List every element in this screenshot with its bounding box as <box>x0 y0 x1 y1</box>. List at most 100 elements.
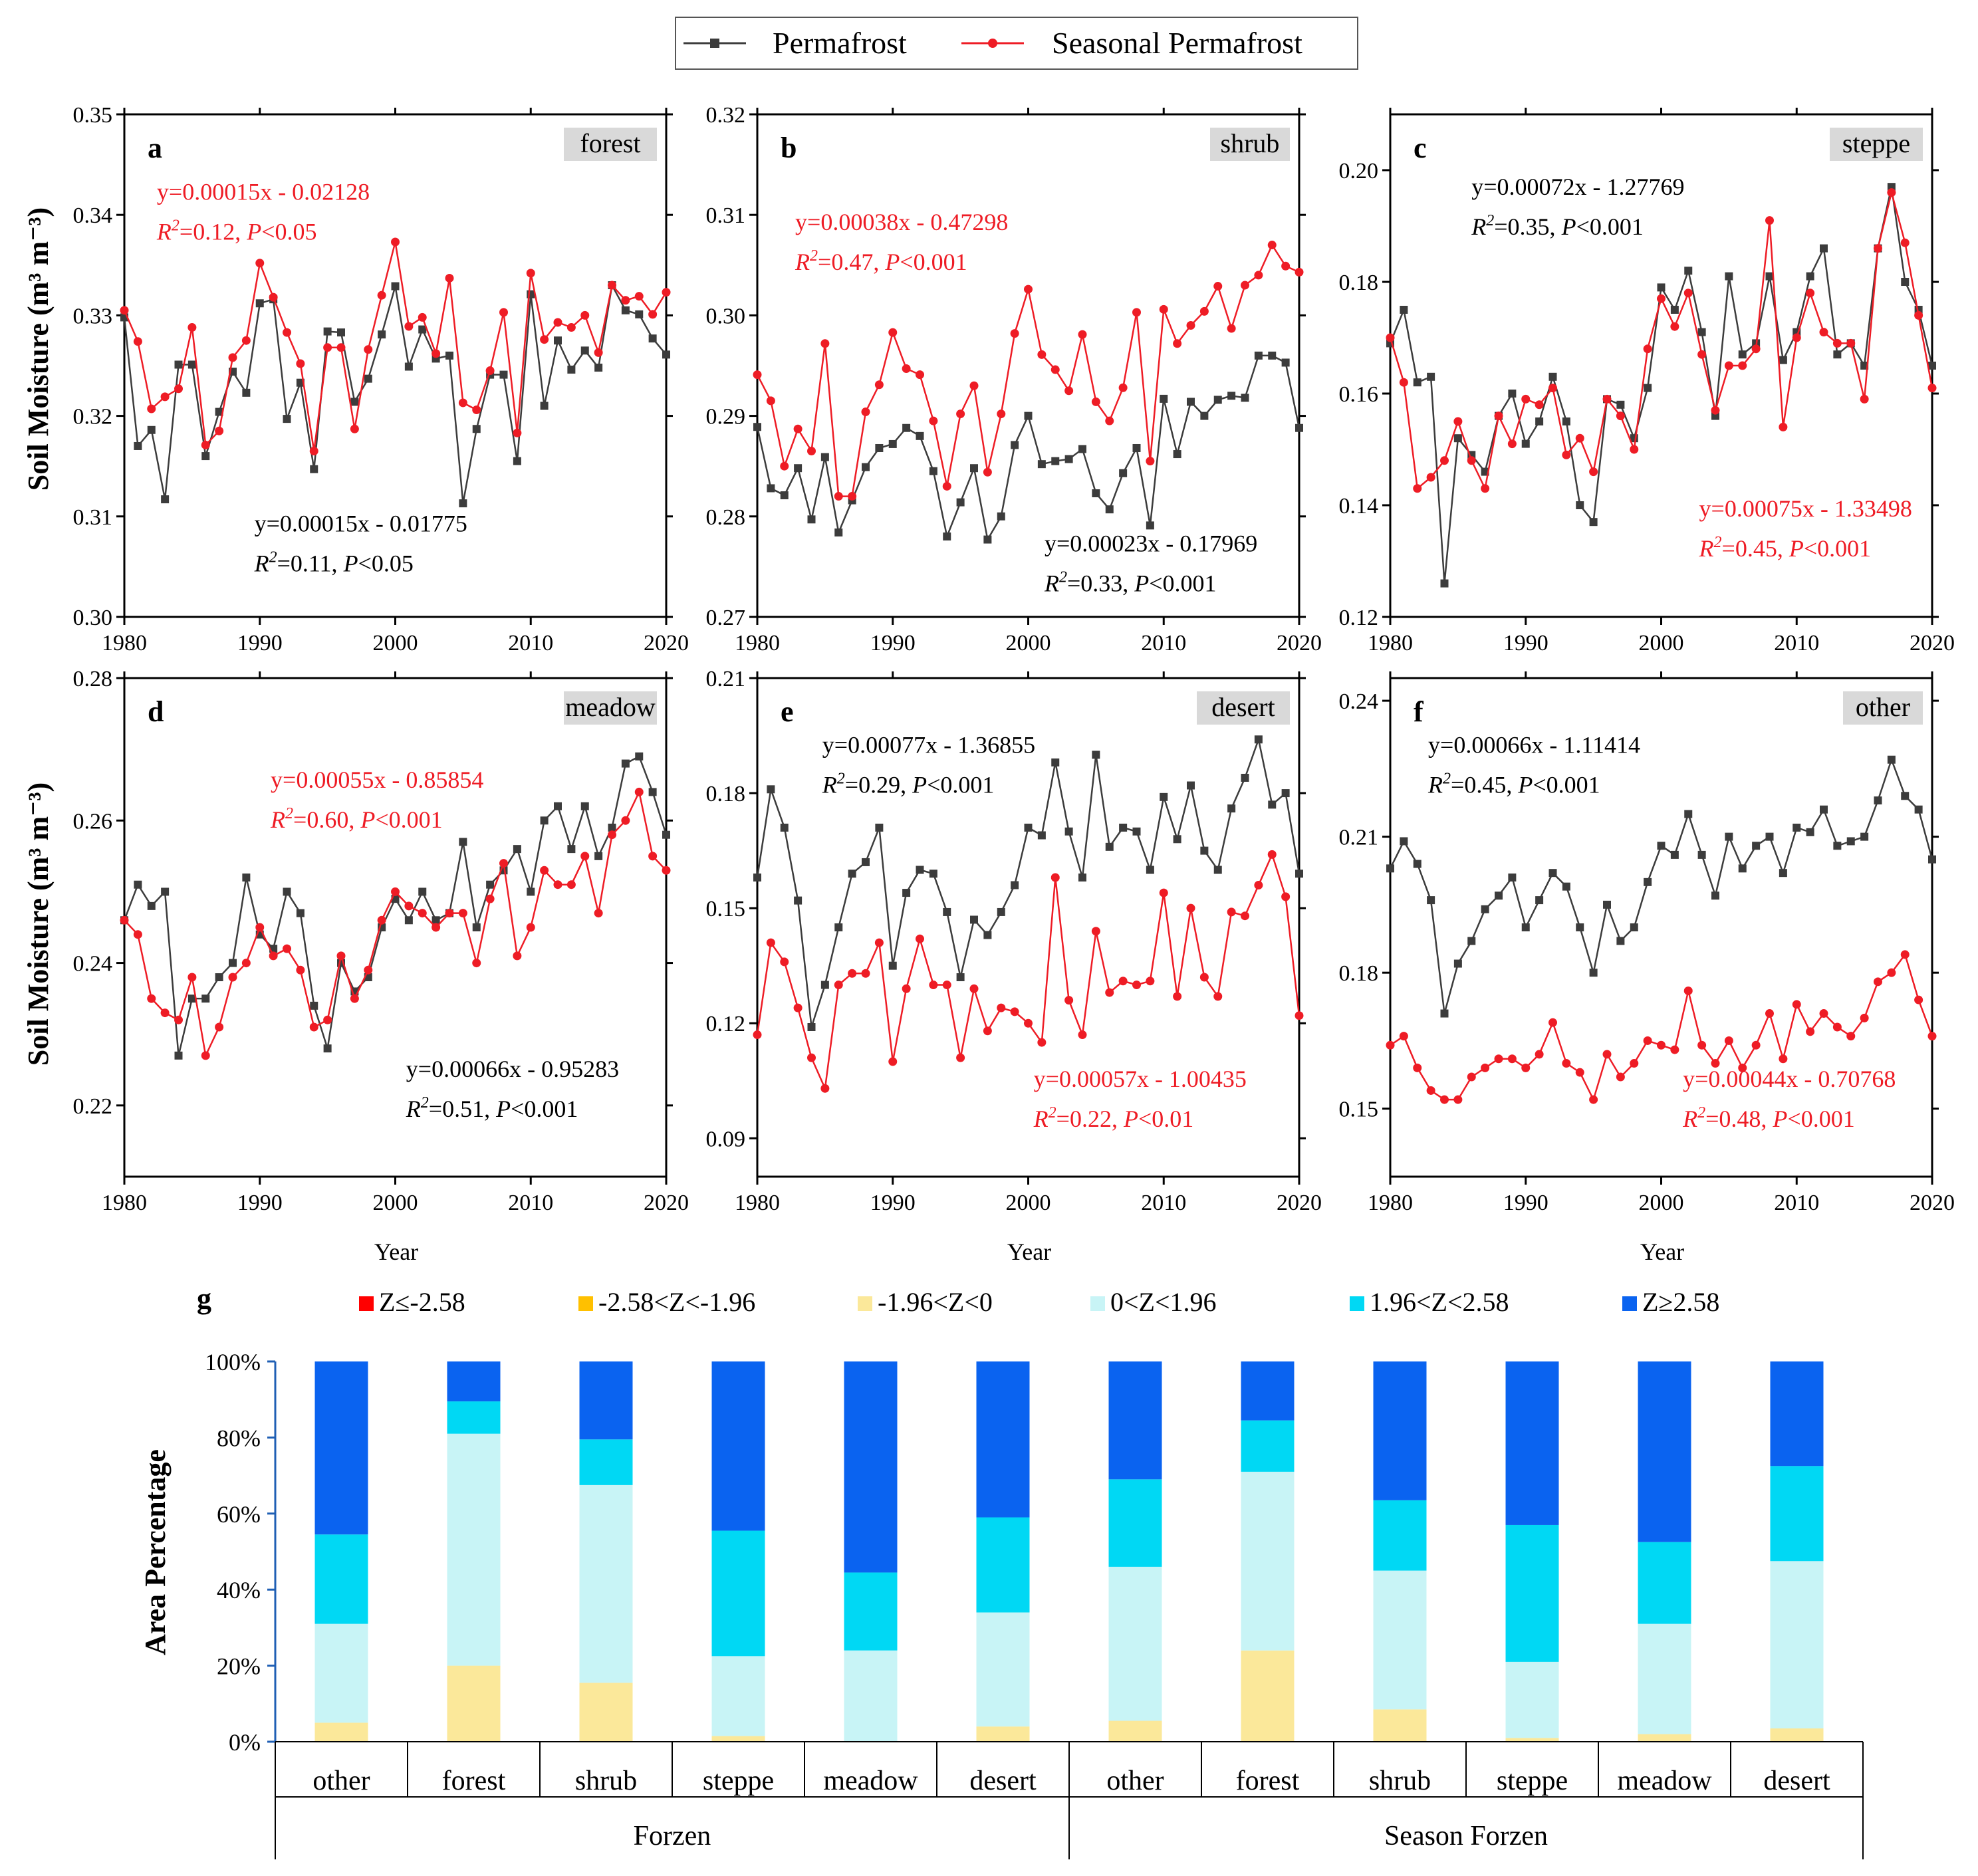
data-point-seasonal <box>608 281 616 290</box>
data-point-permafrost <box>432 916 440 925</box>
data-point-permafrost <box>834 923 843 931</box>
bar-y-tick-label: 100% <box>205 1349 261 1375</box>
bar-segment-other <box>1108 1566 1162 1721</box>
data-point-permafrost <box>1644 878 1652 886</box>
data-point-permafrost <box>1846 837 1855 846</box>
data-point-permafrost <box>662 350 670 359</box>
data-point-permafrost <box>983 931 992 939</box>
data-point-permafrost <box>1495 891 1503 900</box>
stacked-bar-panel: g Z≤-2.58 -2.58<Z<-1.96 -1.96<Z<0 0<Z<1.96 1.… <box>139 1282 1864 1859</box>
data-point-permafrost <box>1024 411 1033 420</box>
data-point-seasonal <box>1630 1059 1639 1068</box>
data-point-permafrost <box>1427 372 1435 381</box>
data-point-permafrost <box>1887 755 1896 764</box>
x-tick-label: 1990 <box>870 631 916 655</box>
data-point-seasonal <box>1105 988 1114 997</box>
bar-segment-other <box>1108 1479 1162 1567</box>
class-label: shrub <box>1221 128 1280 158</box>
bar-segment-steppe <box>711 1656 765 1736</box>
data-point-seasonal <box>296 965 305 975</box>
bar-segment-desert <box>1770 1728 1824 1742</box>
data-point-seasonal <box>929 981 938 990</box>
data-point-permafrost <box>418 887 427 896</box>
data-point-permafrost <box>1765 832 1774 841</box>
bar-segment-forest <box>1241 1650 1295 1742</box>
y-tick-label: 0.15 <box>1339 1098 1379 1122</box>
data-point-permafrost <box>1187 781 1195 790</box>
data-point-seasonal <box>1105 416 1114 425</box>
y-tick-label: 0.24 <box>1339 689 1379 714</box>
data-point-permafrost <box>215 973 223 981</box>
data-point-seasonal <box>1213 992 1223 1001</box>
class-label: meadow <box>565 692 656 722</box>
y-tick-label: 0.30 <box>706 304 746 328</box>
data-point-permafrost <box>916 866 924 874</box>
data-point-seasonal <box>956 410 965 419</box>
data-point-seasonal <box>391 237 400 247</box>
data-point-seasonal <box>1887 968 1896 977</box>
data-point-permafrost <box>486 880 495 889</box>
bar-segment-desert <box>976 1361 1030 1518</box>
data-point-permafrost <box>1453 959 1462 968</box>
data-point-permafrost <box>283 887 291 896</box>
data-point-seasonal <box>997 410 1006 419</box>
data-point-seasonal <box>1860 394 1869 404</box>
data-point-seasonal <box>485 894 495 903</box>
data-point-permafrost <box>337 328 345 337</box>
regression-equation: y=0.00023x - 0.17969 <box>1045 530 1257 557</box>
data-point-permafrost <box>1874 796 1882 805</box>
y-tick-label: 0.16 <box>1339 382 1379 407</box>
panel-d: 0.22 0.24 0.26 0.28 1980 1990 2000 2010 2020 d mea… <box>73 667 689 1215</box>
data-point-permafrost <box>662 830 670 839</box>
data-point-permafrost <box>1928 362 1936 370</box>
panel-letter: d <box>148 695 164 728</box>
data-point-seasonal <box>1199 306 1209 316</box>
data-point-seasonal <box>458 909 467 918</box>
data-point-permafrost <box>323 1044 332 1053</box>
data-point-permafrost <box>1241 394 1249 402</box>
data-point-permafrost <box>174 360 183 369</box>
data-point-permafrost <box>350 398 359 406</box>
bar-group-label: Forzen <box>634 1821 711 1851</box>
data-point-seasonal <box>1399 378 1408 387</box>
data-point-seasonal <box>1241 911 1249 921</box>
data-point-seasonal <box>133 337 142 346</box>
data-point-seasonal <box>499 308 508 317</box>
data-point-seasonal <box>902 364 911 374</box>
data-point-seasonal <box>1711 406 1720 415</box>
bar-segment-forest <box>1241 1361 1295 1421</box>
data-point-seasonal <box>1535 400 1544 410</box>
data-point-permafrost <box>229 959 237 967</box>
data-point-seasonal <box>753 370 762 380</box>
data-point-permafrost <box>1833 350 1842 359</box>
data-point-permafrost <box>1833 842 1842 850</box>
y-tick-label: 0.30 <box>73 606 113 630</box>
data-point-permafrost <box>554 802 562 810</box>
data-point-permafrost <box>404 362 413 371</box>
x-tick-label: 1980 <box>1368 1191 1413 1215</box>
data-point-permafrost <box>459 838 467 846</box>
bar-segment-shrub <box>579 1361 633 1440</box>
data-point-permafrost <box>862 463 870 471</box>
bar-category-label: steppe <box>1497 1766 1568 1796</box>
data-point-seasonal <box>418 909 427 918</box>
data-point-permafrost <box>1051 758 1060 766</box>
data-point-seasonal <box>861 969 870 978</box>
data-point-seasonal <box>1481 1063 1490 1072</box>
data-point-seasonal <box>807 447 816 456</box>
data-point-permafrost <box>767 785 775 794</box>
series-line-seasonal <box>756 852 1300 1092</box>
data-point-seasonal <box>364 965 373 975</box>
data-point-permafrost <box>472 923 481 931</box>
data-point-permafrost <box>174 1051 183 1060</box>
data-point-permafrost <box>1173 450 1181 459</box>
data-point-seasonal <box>848 492 857 501</box>
data-point-permafrost <box>1254 351 1263 360</box>
bar-segment-other <box>314 1534 368 1624</box>
data-point-permafrost <box>1037 460 1046 469</box>
data-point-permafrost <box>201 452 210 461</box>
data-point-seasonal <box>1846 338 1856 348</box>
data-point-permafrost <box>1670 306 1679 314</box>
data-point-permafrost <box>1738 350 1747 359</box>
